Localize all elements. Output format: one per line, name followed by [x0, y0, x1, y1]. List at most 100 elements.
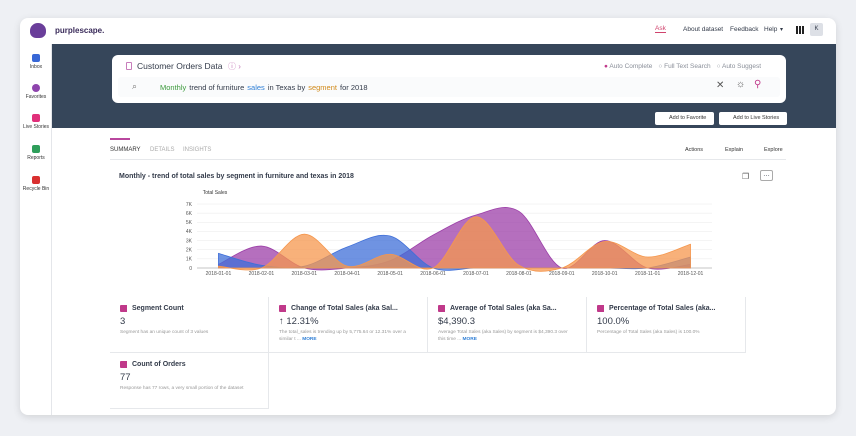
add-live-stories-button[interactable]: Add to Live Stories [719, 112, 787, 125]
nav-inbox[interactable]: Inbox [20, 54, 52, 70]
query-token: Monthly [160, 83, 187, 92]
card-title: Average of Total Sales (aka Sa... [438, 305, 576, 312]
nav-live-stories[interactable]: Live Stories [20, 114, 52, 130]
note-text: Response has 77 rows, a very small porti… [120, 386, 244, 391]
y-tick-label: 2K [186, 248, 193, 254]
radio-option[interactable]: ○ Full Text Search [658, 63, 711, 70]
label: Recycle Bin [22, 186, 50, 192]
card-value: ↑ 12.31% [279, 316, 319, 327]
mic-button[interactable]: ⚲ [754, 79, 762, 90]
card-note: Segment has an unique count of 3 values [120, 330, 258, 337]
x-tick-label: 2018-01-01 [206, 271, 232, 277]
tab[interactable]: DETAILS [150, 147, 175, 153]
more-link[interactable]: MORE [302, 336, 317, 342]
tab-indicator [110, 138, 130, 140]
info-icon[interactable]: ⓘ › [228, 62, 241, 71]
query-input[interactable] [118, 77, 780, 97]
note-text: The total_sales is trending up by 5,775.… [279, 330, 406, 342]
label: Auto Suggest [721, 63, 762, 70]
metric-card: Average of Total Sales (aka Sa... $4,390.… [428, 297, 587, 353]
nav-link[interactable]: Help [764, 26, 778, 33]
top-bar: purplescape. Ask About dataset Feedback … [20, 18, 836, 44]
logo [30, 23, 46, 38]
explore-button[interactable]: Explore [764, 147, 783, 153]
metric-card: Percentage of Total Sales (aka... 100.0% P… [587, 297, 746, 353]
more-button[interactable]: … [760, 170, 773, 181]
x-tick-label: 2018-12-01 [678, 271, 704, 277]
note-text: Percentage of Total Sales (aka Sales) is… [597, 330, 700, 335]
more-link[interactable]: MORE [462, 336, 477, 342]
y-tick-label: 4K [186, 229, 193, 235]
label: Auto Complete [609, 63, 653, 70]
apps-icon[interactable] [796, 26, 804, 34]
nav-link[interactable]: About dataset [683, 26, 724, 33]
query-token: sales [247, 83, 265, 92]
chart: Total Sales 0 1K 2K 3K 4K 5K 6K 7K 2018-01-01 2018… [186, 190, 712, 277]
divider [110, 159, 786, 160]
y-tick-label: 3K [186, 238, 193, 244]
area [218, 216, 691, 272]
label: Reports [27, 155, 45, 161]
avatar[interactable]: K [810, 23, 823, 36]
tab[interactable]: INSIGHTS [183, 147, 212, 153]
dataset-icon [126, 62, 132, 70]
card-note: Response has 77 rows, a very small porti… [120, 386, 258, 393]
search-options: ● Auto Complete ○ Full Text Search ○ Aut… [604, 63, 761, 70]
card-value: 100.0% [597, 316, 630, 327]
label: Favorites [25, 94, 47, 100]
query-token: for 2018 [339, 83, 368, 92]
add-favorite-button[interactable]: Add to Favorite [655, 112, 714, 125]
card-title: Segment Count [120, 305, 258, 312]
search-icon: ⌕ [132, 81, 138, 91]
x-tick-label: 2018-05-01 [377, 271, 403, 277]
x-tick-label: 2018-02-01 [249, 271, 275, 277]
metric-card: Segment Count 3 Segment has an unique coun… [110, 297, 269, 353]
y-axis-label: Total Sales [203, 190, 228, 196]
y-tick-label: 1K [186, 257, 193, 263]
actions-button[interactable]: Actions [685, 147, 704, 153]
app-window: purplescape. Ask About dataset Feedback … [20, 18, 836, 415]
query-token: segment [308, 83, 337, 92]
explain-button[interactable]: Explain [725, 147, 744, 153]
radio-option[interactable]: ● Auto Complete [604, 63, 653, 70]
card-note: Average Total Sales (aka Sales) by segme… [438, 330, 576, 343]
label: Full Text Search [664, 63, 711, 70]
x-tick-label: 2018-03-01 [292, 271, 318, 277]
x-tick-label: 2018-07-01 [463, 271, 489, 277]
chart-title: Monthly - trend of total sales by segmen… [119, 173, 354, 180]
x-tick-label: 2018-10-01 [592, 271, 618, 277]
card-title: Count of Orders [120, 361, 258, 368]
dataset-name[interactable]: Customer Orders Data [137, 61, 223, 71]
x-tick-label: 2018-04-01 [334, 271, 360, 277]
y-tick-label: 7K [186, 202, 193, 208]
card-title: Change of Total Sales (aka Sal... [279, 305, 417, 312]
card-note: The total_sales is trending up by 5,775.… [279, 330, 417, 343]
query-text: Monthly trend of furniture sales in Texas b… [160, 83, 368, 92]
metric-card: Change of Total Sales (aka Sal... ↑ 12.31… [269, 297, 428, 353]
x-tick-label: 2018-09-01 [549, 271, 575, 277]
card-value: $4,390.3 [438, 316, 475, 327]
note-text: Average Total Sales (aka Sales) by segme… [438, 330, 568, 342]
brand: purplescape. [55, 26, 105, 35]
copy-icon[interactable]: ❐ [742, 172, 750, 181]
x-tick-label: 2018-08-01 [506, 271, 532, 277]
y-tick-label: 5K [186, 220, 193, 226]
y-tick-label: 6K [186, 211, 193, 217]
y-tick-label: 0 [189, 266, 192, 272]
bulb-button[interactable]: ☼ [736, 79, 746, 90]
nav-favorites[interactable]: Favorites [20, 84, 52, 100]
card-note: Percentage of Total Sales (aka Sales) is… [597, 330, 735, 337]
tab[interactable]: SUMMARY [110, 147, 141, 153]
clear-button[interactable]: ✕ [716, 80, 725, 91]
dropdown-caret: ▾ [780, 27, 784, 33]
sidebar: Inbox Favorites Live Stories Reports Rec… [20, 44, 52, 415]
nav-link[interactable]: Feedback [730, 26, 759, 33]
radio-option[interactable]: ○ Auto Suggest [716, 63, 762, 70]
label: Live Stories [22, 124, 50, 130]
nav-ask[interactable]: Ask [655, 25, 666, 33]
nav-recycle-bin[interactable]: Recycle Bin [20, 176, 52, 192]
query-token: in Texas by [267, 83, 306, 92]
card-title: Percentage of Total Sales (aka... [597, 305, 735, 312]
nav-reports[interactable]: Reports [20, 145, 52, 161]
